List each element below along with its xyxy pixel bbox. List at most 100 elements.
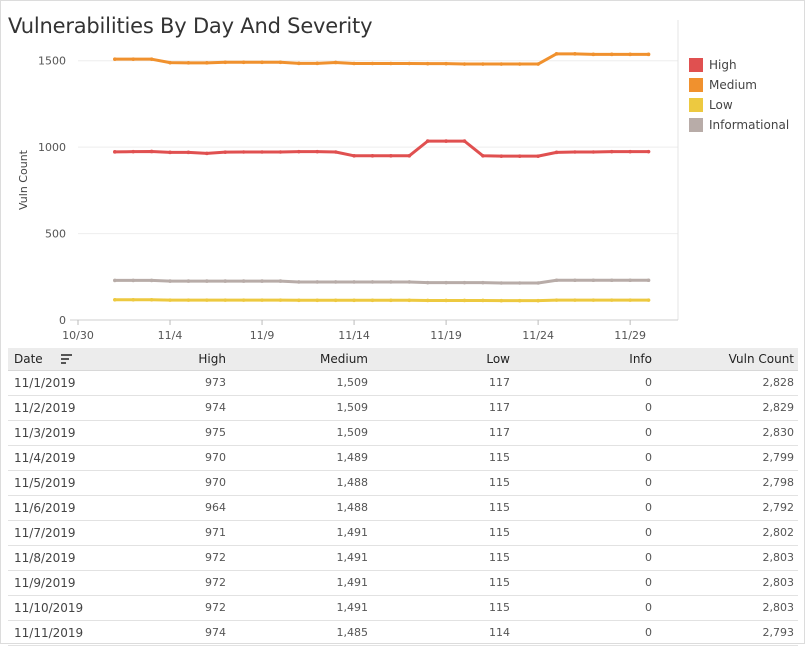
column-header-vuln-count[interactable]: Vuln Count [656,348,798,371]
data-point-high [389,154,393,158]
table-cell-low: 115 [372,570,514,596]
table-cell-vuln-count: 2,799 [656,445,798,471]
data-point-high [444,139,448,143]
data-point-low [646,298,651,302]
table-cell-medium: 1,485 [230,620,372,646]
table-cell-vuln-count: 2,802 [656,520,798,546]
table-row[interactable]: 11/8/2019 972 1,491 115 0 2,803 [8,545,798,571]
sort-descending-icon[interactable] [60,354,72,364]
table-row[interactable]: 11/3/2019 975 1,509 117 0 2,830 [8,420,798,446]
table-row[interactable]: 11/7/2019 971 1,491 115 0 2,802 [8,520,798,546]
table-cell-vuln-count: 2,830 [656,420,798,446]
table-row[interactable]: 11/9/2019 972 1,491 115 0 2,803 [8,570,798,596]
series-line-informational [113,278,651,285]
series-line-medium [113,52,651,66]
data-point-low [205,298,209,302]
x-tick-label: 10/30 [62,329,94,342]
data-point-informational [591,278,596,283]
data-point-high [186,150,191,155]
table-row[interactable]: 11/4/2019 970 1,489 115 0 2,799 [8,445,798,471]
table-cell-info: 0 [514,470,656,496]
table-cell-high: 974 [78,620,230,646]
legend-item-informational[interactable]: Informational [689,115,789,135]
data-point-high [149,149,154,154]
data-point-medium [425,61,430,66]
table-cell-medium: 1,491 [230,595,372,621]
data-point-low [223,298,228,302]
data-point-low [389,298,393,303]
table-cell-vuln-count: 2,792 [656,495,798,521]
column-header-label: Vuln Count [728,351,794,366]
data-point-high [517,154,522,158]
data-point-medium [407,61,412,66]
data-point-high [241,150,246,154]
table-cell-vuln-count: 2,793 [656,620,798,646]
table-cell-medium: 1,509 [230,395,372,421]
line-chart: 0 500 1000 1500 10/30 11/4 11/9 11/14 11/19 11/24… [17,20,679,342]
column-header-medium[interactable]: Medium [230,348,372,371]
data-point-high [352,154,356,158]
table-cell-low: 115 [372,520,514,546]
column-header-label: Medium [320,351,368,366]
data-point-high [113,150,117,154]
column-header-low[interactable]: Low [372,348,514,371]
table-cell-high: 970 [78,445,230,471]
data-point-medium [297,61,301,66]
data-table-wrap: Date High Medium Low Info Vuln Count 11/1/201… [8,348,798,646]
table-row[interactable]: 11/11/2019 974 1,485 114 0 2,793 [8,620,798,646]
column-header-info[interactable]: Info [514,348,656,371]
data-point-high [131,149,136,154]
table-cell-low: 117 [372,370,514,396]
data-point-informational [389,280,393,284]
x-tick-label: 11/19 [430,329,462,342]
table-cell-date: 11/7/2019 [8,520,78,546]
data-point-high [315,149,320,154]
table-cell-high: 974 [78,395,230,421]
table-cell-info: 0 [514,520,656,546]
table-cell-vuln-count: 2,803 [656,570,798,596]
table-cell-medium: 1,491 [230,545,372,571]
data-point-medium [168,60,172,65]
table-row[interactable]: 11/6/2019 964 1,488 115 0 2,792 [8,495,798,521]
data-point-informational [628,278,632,283]
legend-item-medium[interactable]: Medium [689,75,789,95]
table-cell-low: 117 [372,420,514,446]
data-point-informational [444,280,448,285]
table-cell-high: 975 [78,420,230,446]
table-cell-high: 970 [78,470,230,496]
column-header-date[interactable]: Date [8,348,78,371]
table-cell-high: 973 [78,370,230,396]
data-point-informational [609,278,614,283]
table-cell-vuln-count: 2,798 [656,470,798,496]
data-point-high [333,150,338,154]
table-row[interactable]: 11/2/2019 974 1,509 117 0 2,829 [8,395,798,421]
data-point-medium [186,61,191,65]
y-tick-label: 1000 [38,141,66,154]
legend-item-high[interactable]: High [689,55,789,75]
table-body: 11/1/2019 973 1,509 117 0 2,828 11/2/2019 974 1,… [8,370,798,646]
data-point-low [499,298,504,303]
table-cell-vuln-count: 2,829 [656,395,798,421]
data-point-low [241,298,246,302]
legend-item-low[interactable]: Low [689,95,789,115]
data-point-high [481,154,485,158]
data-point-informational [370,280,375,284]
data-point-informational [573,278,577,283]
x-tick-label: 11/4 [158,329,183,342]
data-table: Date High Medium Low Info Vuln Count 11/1/201… [8,348,798,646]
data-point-low [260,298,264,302]
data-point-informational [333,280,338,284]
legend-label: Informational [709,118,790,132]
table-row[interactable]: 11/10/2019 972 1,491 115 0 2,803 [8,595,798,621]
data-point-low [628,298,632,302]
legend-swatch [689,58,703,72]
column-header-high[interactable]: High [78,348,230,371]
data-point-low [333,298,338,303]
data-point-medium [628,52,632,57]
data-point-informational [462,280,467,285]
table-row[interactable]: 11/5/2019 970 1,488 115 0 2,798 [8,470,798,496]
data-point-low [462,298,467,303]
data-point-low [352,298,356,303]
table-row[interactable]: 11/1/2019 973 1,509 117 0 2,828 [8,370,798,396]
x-tick-label: 11/29 [614,329,646,342]
